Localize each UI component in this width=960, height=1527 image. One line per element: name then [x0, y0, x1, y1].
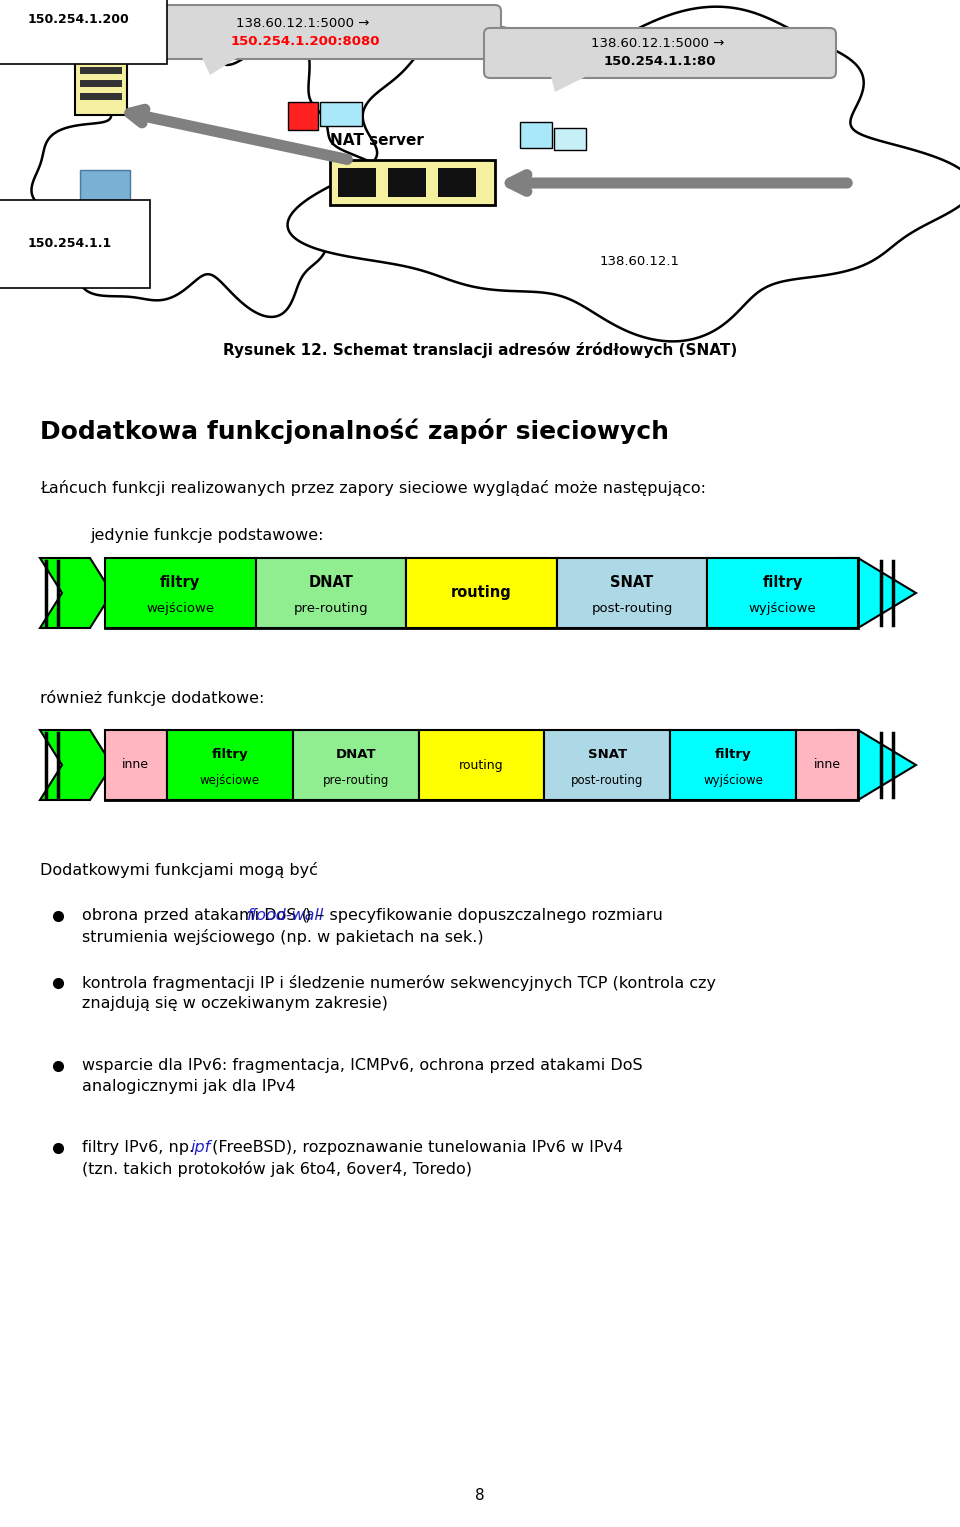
- Text: inne: inne: [814, 759, 841, 771]
- Text: pre-routing: pre-routing: [294, 602, 369, 615]
- Polygon shape: [836, 730, 916, 800]
- Text: NAT server: NAT server: [330, 133, 424, 148]
- FancyBboxPatch shape: [484, 27, 836, 78]
- Bar: [255, 557, 406, 628]
- Bar: [288, 102, 318, 130]
- Bar: [80, 79, 122, 87]
- Text: DNAT: DNAT: [308, 576, 353, 589]
- Text: wsparcie dla IPv6: fragmentacja, ICMPv6, ochrona przed atakami DoS: wsparcie dla IPv6: fragmentacja, ICMPv6,…: [82, 1058, 642, 1073]
- Polygon shape: [550, 72, 595, 92]
- Text: analogicznymi jak dla IPv4: analogicznymi jak dla IPv4: [82, 1080, 296, 1093]
- Bar: [388, 168, 426, 197]
- Text: SNAT: SNAT: [611, 576, 654, 589]
- Bar: [105, 557, 858, 628]
- Text: Łańcuch funkcji realizowanych przez zapory sieciowe wyglądać może następująco:: Łańcuch funkcji realizowanych przez zapo…: [40, 479, 706, 496]
- Text: filtry: filtry: [160, 576, 201, 589]
- Text: 138.60.12.1: 138.60.12.1: [600, 255, 680, 269]
- Text: Dodatkowa funkcjonalność zapór sieciowych: Dodatkowa funkcjonalność zapór sieciowyc…: [40, 418, 669, 443]
- Bar: [72, 218, 97, 238]
- Bar: [80, 67, 122, 73]
- Bar: [105, 557, 255, 628]
- Text: również funkcje dodatkowe:: również funkcje dodatkowe:: [40, 690, 264, 705]
- Text: wyjściowe: wyjściowe: [704, 774, 763, 786]
- Bar: [438, 168, 476, 197]
- Text: SNAT: SNAT: [588, 748, 627, 760]
- Text: 138.60.12.1:5000 →: 138.60.12.1:5000 →: [236, 17, 373, 31]
- Text: 8: 8: [475, 1487, 485, 1503]
- Text: jedynie funkcje podstawowe:: jedynie funkcje podstawowe:: [90, 528, 324, 544]
- Text: wejściowe: wejściowe: [200, 774, 260, 786]
- Bar: [105, 730, 858, 800]
- Bar: [670, 730, 796, 800]
- Bar: [708, 557, 858, 628]
- Bar: [338, 168, 376, 197]
- Bar: [105, 730, 167, 800]
- Bar: [80, 93, 122, 99]
- Text: filtry: filtry: [211, 748, 248, 760]
- Polygon shape: [836, 557, 916, 628]
- Text: 138.60.12.1:5000 →: 138.60.12.1:5000 →: [591, 37, 729, 50]
- Text: wejściowe: wejściowe: [146, 602, 214, 615]
- Text: filtry IPv6, np.: filtry IPv6, np.: [82, 1141, 200, 1154]
- Bar: [330, 160, 495, 205]
- Bar: [557, 557, 708, 628]
- Polygon shape: [40, 557, 112, 628]
- Bar: [293, 730, 419, 800]
- Bar: [75, 35, 127, 115]
- Text: strumienia wejściowego (np. w pakietach na sek.): strumienia wejściowego (np. w pakietach …: [82, 928, 484, 945]
- Text: 150.254.1.200: 150.254.1.200: [28, 14, 130, 26]
- Text: kontrola fragmentacji IP i śledzenie numerów sekwencyjnych TCP (kontrola czy: kontrola fragmentacji IP i śledzenie num…: [82, 976, 716, 991]
- Text: filtry: filtry: [715, 748, 752, 760]
- Bar: [520, 122, 552, 148]
- Bar: [796, 730, 858, 800]
- Text: 150.254.1.200:8080: 150.254.1.200:8080: [230, 35, 380, 47]
- Text: 150.254.1.1:80: 150.254.1.1:80: [604, 55, 716, 69]
- Text: Dodatkowymi funkcjami mogą być: Dodatkowymi funkcjami mogą być: [40, 863, 318, 878]
- Text: flood-wall: flood-wall: [247, 909, 324, 922]
- Bar: [167, 730, 293, 800]
- Bar: [554, 128, 586, 150]
- Bar: [406, 557, 557, 628]
- Text: post-routing: post-routing: [571, 774, 643, 786]
- Polygon shape: [288, 6, 960, 342]
- Text: (tzn. takich protokołów jak 6to4, 6over4, Toredo): (tzn. takich protokołów jak 6to4, 6over4…: [82, 1161, 472, 1177]
- Text: Rysunek 12. Schemat translacji adresów źródłowych (SNAT): Rysunek 12. Schemat translacji adresów ź…: [223, 342, 737, 357]
- Text: inne: inne: [122, 759, 150, 771]
- Text: DNAT: DNAT: [335, 748, 376, 760]
- Bar: [85, 234, 115, 247]
- Bar: [419, 730, 544, 800]
- Text: obrona przed atakami DoS (: obrona przed atakami DoS (: [82, 909, 308, 922]
- Text: filtry: filtry: [762, 576, 803, 589]
- Text: wyjściowe: wyjściowe: [749, 602, 817, 615]
- Bar: [544, 730, 670, 800]
- Polygon shape: [200, 53, 245, 75]
- Bar: [320, 102, 362, 127]
- Bar: [80, 169, 130, 224]
- Text: ipf: ipf: [190, 1141, 210, 1154]
- FancyBboxPatch shape: [109, 5, 501, 60]
- Polygon shape: [32, 37, 396, 318]
- Text: post-routing: post-routing: [591, 602, 673, 615]
- Text: 150.254.1.1: 150.254.1.1: [28, 237, 112, 250]
- Text: routing: routing: [459, 759, 504, 771]
- Polygon shape: [40, 730, 112, 800]
- Text: routing: routing: [451, 585, 512, 600]
- Text: (FreeBSD), rozpoznawanie tunelowania IPv6 w IPv4: (FreeBSD), rozpoznawanie tunelowania IPv…: [207, 1141, 623, 1154]
- Text: znajdują się w oczekiwanym zakresie): znajdują się w oczekiwanym zakresie): [82, 996, 388, 1011]
- Text: ) – specyfikowanie dopuszczalnego rozmiaru: ) – specyfikowanie dopuszczalnego rozmia…: [305, 909, 663, 922]
- Text: pre-routing: pre-routing: [323, 774, 389, 786]
- Bar: [80, 53, 122, 61]
